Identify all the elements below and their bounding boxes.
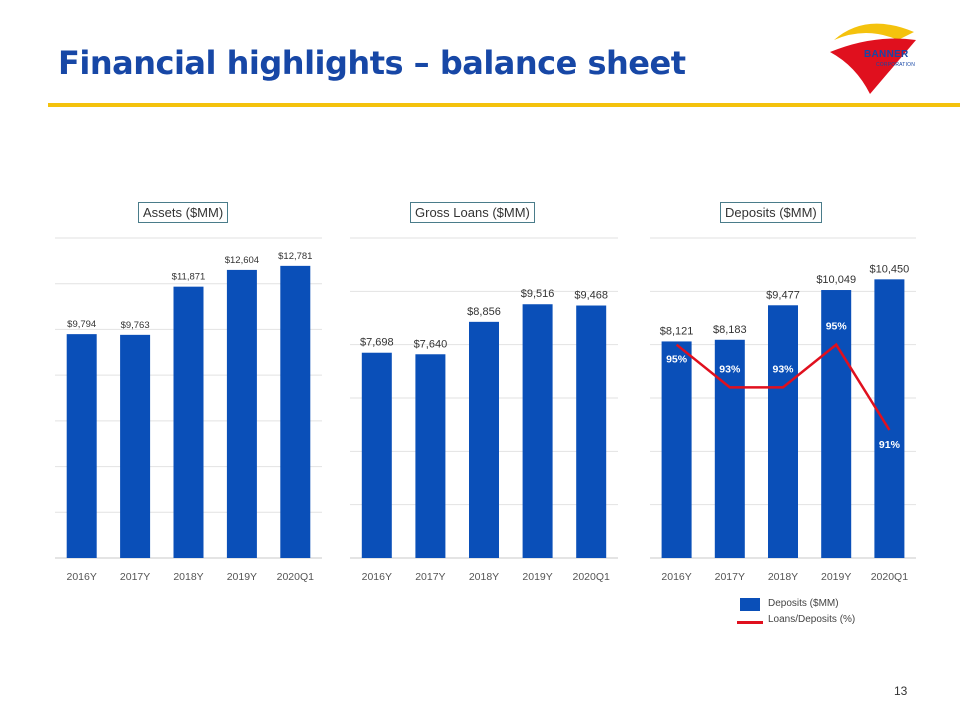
chart1-tick-label: 2016Y bbox=[362, 571, 392, 583]
chart2-bar bbox=[714, 339, 745, 558]
title-underline bbox=[48, 103, 960, 107]
chart1-value-label: $7,698 bbox=[360, 337, 394, 349]
chart2-value-label: $8,121 bbox=[660, 325, 694, 337]
chart0-bar bbox=[66, 334, 97, 558]
chart2-tick-label: 2017Y bbox=[715, 571, 745, 583]
chart2-tick-label: 2016Y bbox=[661, 571, 691, 583]
chart1-value-label: $8,856 bbox=[467, 306, 501, 318]
chart1-tick-label: 2018Y bbox=[469, 571, 499, 583]
chart0-tick-label: 2016Y bbox=[67, 571, 97, 583]
chart1-tick-label: 2019Y bbox=[522, 571, 552, 583]
logo-wordmark: BANNER bbox=[864, 49, 909, 60]
ratio-value-label: 95% bbox=[666, 354, 688, 366]
chart2-value-label: $8,183 bbox=[713, 324, 747, 336]
ratio-value-label: 95% bbox=[826, 321, 848, 333]
chart0-bar bbox=[120, 334, 151, 558]
chart0-value-label: $12,604 bbox=[225, 255, 259, 266]
chart0-bar bbox=[173, 286, 204, 558]
ratio-value-label: 91% bbox=[879, 439, 901, 451]
chart2-tick-label: 2019Y bbox=[821, 571, 851, 583]
deposits-chart-title: Deposits ($MM) bbox=[720, 202, 822, 223]
chart0-tick-label: 2019Y bbox=[227, 571, 257, 583]
legend-ratio-label: Loans/Deposits (%) bbox=[768, 614, 856, 625]
chart2-value-label: $10,450 bbox=[870, 263, 910, 275]
chart2-bar bbox=[768, 305, 798, 558]
slide-title: Financial highlights – balance sheet bbox=[58, 44, 686, 82]
chart0-value-label: $9,763 bbox=[121, 320, 150, 331]
chart1-bar bbox=[415, 354, 446, 558]
banner-logo-icon bbox=[830, 23, 916, 94]
page-number: 13 bbox=[894, 684, 908, 698]
chart0-value-label: $12,781 bbox=[278, 251, 312, 262]
ratio-value-label: 93% bbox=[772, 363, 794, 375]
chart1-tick-label: 2020Q1 bbox=[573, 571, 611, 583]
assets-chart-title: Assets ($MM) bbox=[138, 202, 229, 223]
chart1-value-label: $7,640 bbox=[414, 338, 448, 350]
chart2-value-label: $10,049 bbox=[816, 274, 856, 286]
legend-deposits-label: Deposits ($MM) bbox=[768, 598, 839, 609]
chart0-tick-label: 2017Y bbox=[120, 571, 150, 583]
chart1-value-label: $9,468 bbox=[574, 290, 608, 302]
chart2-bar bbox=[874, 279, 905, 558]
chart1-bar bbox=[576, 305, 607, 558]
chart0-bar bbox=[226, 269, 257, 558]
loans-deposits-line bbox=[675, 342, 891, 431]
legend-ratio-line bbox=[737, 621, 763, 624]
chart0-bar bbox=[280, 265, 311, 558]
chart1-bar bbox=[522, 304, 553, 558]
chart2-bar bbox=[661, 341, 692, 558]
ratio-value-label: 93% bbox=[719, 363, 741, 375]
chart1-tick-label: 2017Y bbox=[415, 571, 445, 583]
logo-subtext: CORPORATION bbox=[876, 62, 916, 68]
chart0-tick-label: 2020Q1 bbox=[277, 571, 315, 583]
legend-deposits-swatch bbox=[740, 598, 760, 611]
chart2-bar bbox=[821, 290, 852, 558]
chart1-value-label: $9,516 bbox=[521, 288, 555, 300]
gross-loans-chart-title: Gross Loans ($MM) bbox=[410, 202, 535, 223]
chart2-tick-label: 2020Q1 bbox=[871, 571, 909, 583]
chart0-value-label: $9,794 bbox=[67, 319, 96, 330]
chart0-value-label: $11,871 bbox=[172, 272, 206, 283]
chart1-bar bbox=[469, 321, 499, 558]
chart2-tick-label: 2018Y bbox=[768, 571, 798, 583]
chart2-value-label: $9,477 bbox=[766, 289, 800, 301]
chart0-tick-label: 2018Y bbox=[173, 571, 203, 583]
chart1-bar bbox=[361, 352, 392, 558]
